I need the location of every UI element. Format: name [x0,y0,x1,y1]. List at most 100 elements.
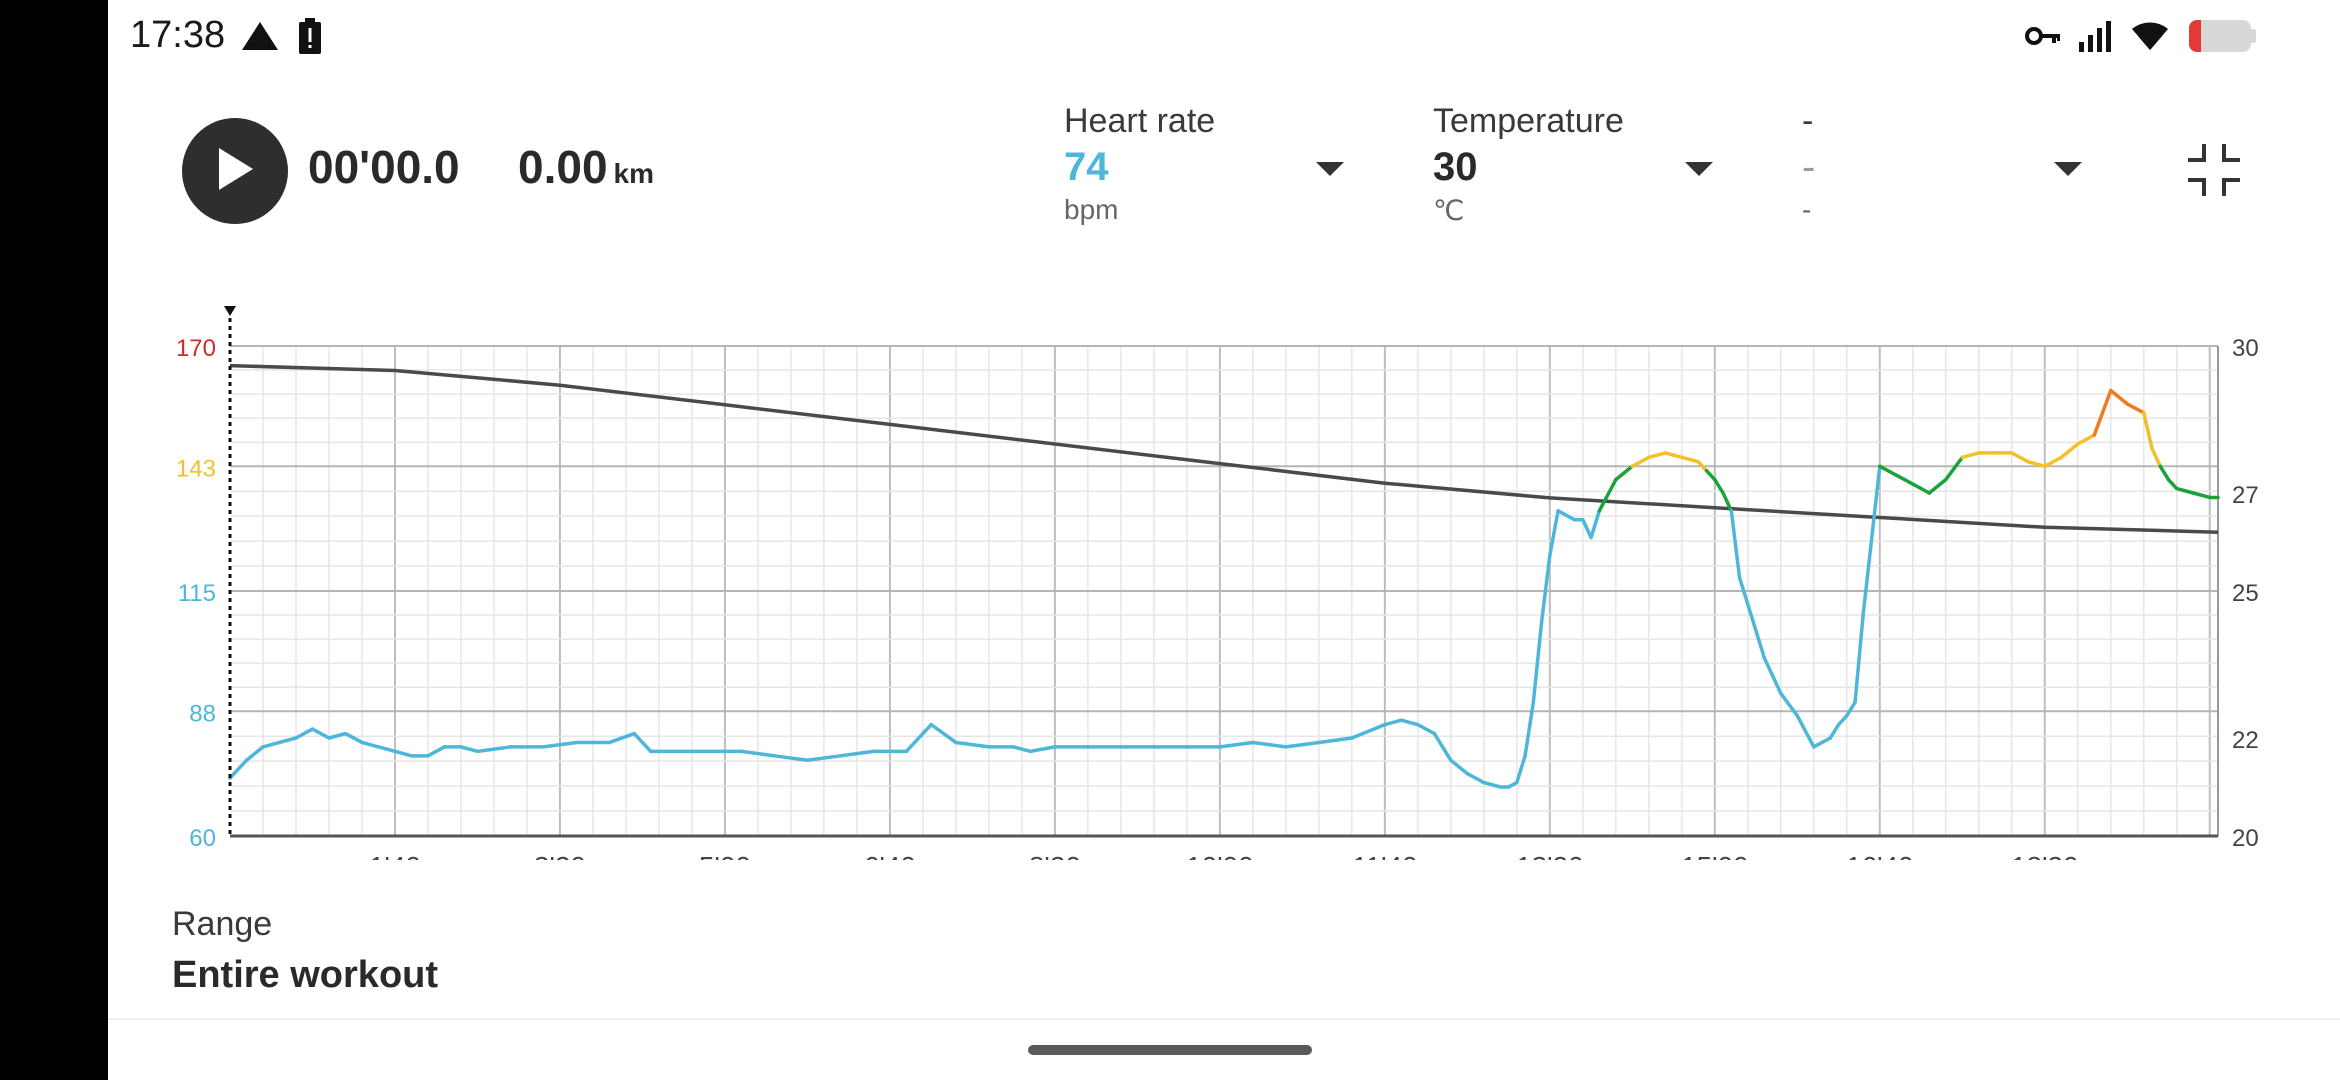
heart-rate-segment [1011,745,1032,754]
playhead-cursor[interactable] [224,306,236,836]
x-axis-ticks: 1'40 3'20 5'00 6'40 8'20 10'00 11'40 13'20 15'00… [369,851,2079,860]
heart-rate-segment [1251,740,1288,749]
right-axis-ticks: 20 22 25 27 30 [2232,335,2259,852]
x-tick-label: 18'20 [2011,851,2079,860]
heart-rate-segment [1614,464,1635,482]
x-tick-label: 3'20 [534,851,586,860]
right-axis-tick-label: 22 [2232,727,2259,754]
collapse-fullscreen-button[interactable] [2186,142,2242,198]
heart-rate-segment [1845,700,1857,718]
heart-rate-segment [1911,482,1932,495]
divider [108,1018,2340,1020]
heart-rate-segment [1482,780,1503,789]
heart-rate-segment [1828,722,1841,740]
x-tick-label: 13'20 [1516,851,1584,860]
metric-selector-empty[interactable]: - - - [1802,102,2082,232]
heart-rate-segment [1944,455,1965,482]
heart-rate-segment [277,736,298,745]
cellular-signal-icon [2077,20,2113,57]
metric-label: Heart rate [1064,102,1216,140]
heart-rate-segment [1028,745,1057,754]
heart-rate-segment [228,758,249,780]
left-axis-tick-label: 115 [178,580,216,607]
chart-grid [230,345,2219,838]
heart-rate-segment [294,727,315,740]
play-icon [213,144,257,199]
heart-rate-segment [1729,509,1742,580]
heart-rate-series [228,388,2220,789]
heart-rate-segment [1597,477,1618,513]
heart-rate-segment [1515,754,1527,785]
heart-rate-segment [1317,736,1354,745]
heart-rate-segment [1218,740,1255,749]
left-axis-tick-label: 143 [176,455,216,482]
x-tick-label: 10'00 [1186,851,1254,860]
metric-unit: - [1802,194,1812,225]
heart-rate-segment [772,754,810,763]
x-tick-label: 8'20 [1029,851,1081,860]
heart-rate-segment [1795,713,1816,749]
heart-rate-segment [1779,691,1800,718]
battery-alert-icon [298,18,322,59]
temperature-series [229,363,2219,534]
heart-rate-segment [1383,718,1404,727]
heart-rate-segment [1630,455,1651,469]
heart-rate-segment [244,745,265,763]
heart-rate-segment [343,731,364,745]
heart-rate-segment [2175,486,2196,495]
heart-rate-segment [261,740,282,749]
x-tick-label: 15'00 [1681,851,1749,860]
navigation-icon [240,20,280,57]
heart-rate-segment [1548,509,1560,558]
heart-rate-segment [475,745,513,754]
heart-rate-segment [1861,464,1882,616]
heart-rate-segment [1647,451,1668,460]
heart-rate-segment [1399,718,1420,727]
distance-value: 0.00 [518,141,608,193]
metric-selector-temperature[interactable]: Temperature 30 ℃ [1433,102,1713,232]
heart-rate-segment [1721,491,1734,513]
playhead-marker [224,306,236,316]
heart-rate-segment [1589,509,1602,540]
heart-rate-segment [632,731,653,754]
range-label: Range [172,905,273,943]
heart-rate-segment [1853,611,1866,705]
left-axis-tick-label: 170 [176,335,216,362]
heart-rate-segment [1350,722,1387,740]
heart-rate-segment [739,749,777,758]
heart-rate-segment [1663,451,1684,460]
heart-rate-segment [426,745,447,758]
duration-readout: 00'00.0 [308,141,460,193]
play-button[interactable] [182,118,288,224]
heart-rate-segment [1284,740,1321,749]
heart-rate-segment [1432,731,1453,763]
left-axis-tick-label: 60 [189,825,216,852]
workout-chart[interactable]: 1'40 3'20 5'00 6'40 8'20 10'00 11'40 13'20 15'00… [0,0,2340,860]
heart-rate-segment [607,731,636,745]
heart-rate-segment [1465,771,1486,785]
metric-unit: ℃ [1433,195,1465,226]
fullscreen-exit-icon [2186,144,2242,202]
heart-rate-segment [541,740,579,749]
range-value: Entire workout [172,954,439,996]
right-axis-tick-label: 20 [2232,825,2259,852]
status-icons-right [2025,18,2257,59]
heart-rate-segment [1878,464,1899,477]
range-selector[interactable] [108,890,2340,1018]
heart-rate-segment [1539,553,1552,624]
right-axis-tick-label: 25 [2232,580,2259,607]
heart-rate-segment [1762,656,1783,696]
heart-rate-segment [2125,402,2146,415]
heart-rate-segment [2092,388,2113,437]
heart-rate-segment [1416,722,1437,736]
heart-rate-segment [459,745,480,754]
home-gesture-handle[interactable] [1028,1045,1312,1055]
metric-selector-heart-rate[interactable]: Heart rate 74 bpm [1064,102,1344,232]
right-axis-tick-label: 27 [2232,482,2259,509]
left-system-bar [0,0,108,1080]
heart-rate-segment [805,754,843,763]
heart-rate-segment [1713,477,1725,495]
metric-value: 74 [1064,145,1109,189]
chevron-down-icon [1316,162,1344,183]
heart-rate-segment [2010,451,2031,464]
